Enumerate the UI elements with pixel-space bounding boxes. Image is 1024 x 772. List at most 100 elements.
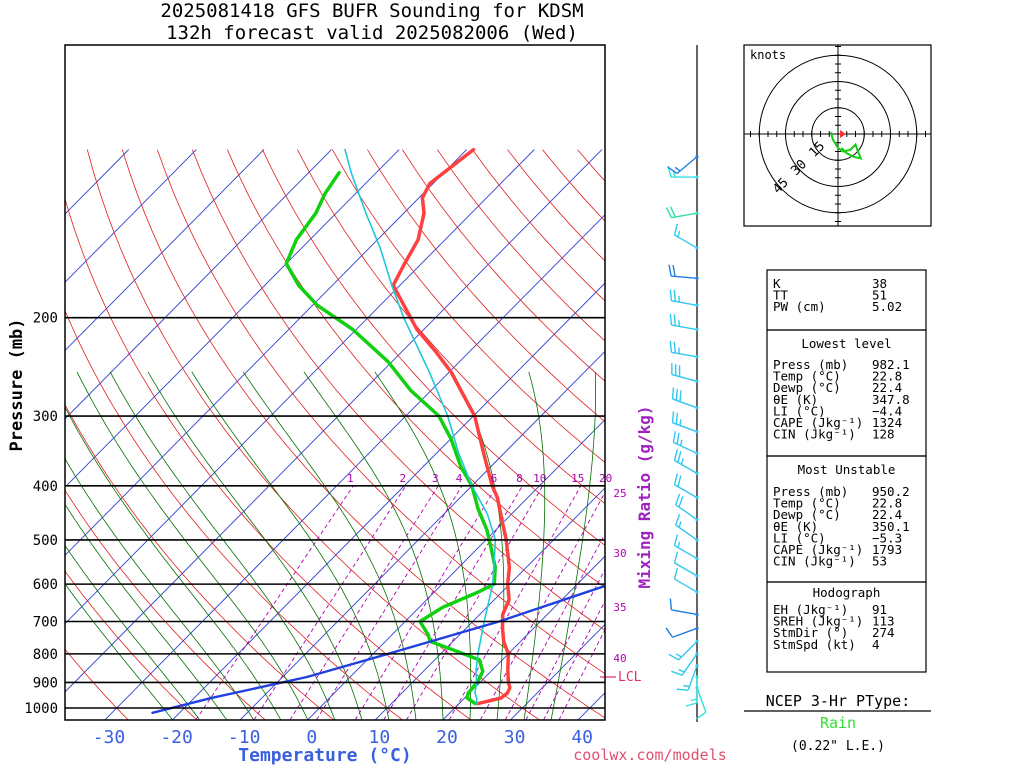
wind-barb-feather — [674, 552, 677, 563]
dry-adiabat-line — [157, 150, 676, 720]
wind-barb-feather — [681, 458, 683, 464]
moist-adiabat-line — [0, 372, 200, 720]
dry-adiabat-line — [192, 150, 745, 720]
wind-barb — [674, 568, 698, 594]
wind-barb-dot — [695, 175, 698, 178]
mixing-ratio-tick: 8 — [516, 472, 523, 485]
mixing-ratio-line — [449, 486, 581, 720]
wind-barb — [670, 314, 698, 331]
moist-adiabat-line — [524, 372, 545, 720]
wind-barb-feather — [670, 314, 671, 325]
dry-adiabat-line — [437, 150, 1024, 720]
wind-barb-feather — [683, 686, 689, 687]
wind-barb-shaft — [673, 628, 697, 637]
mixing-ratio-tick: 40 — [613, 652, 626, 665]
index-hodo-label: StmSpd (kt) — [773, 637, 856, 652]
wind-barb-shaft — [674, 579, 697, 592]
dry-adiabat-line — [0, 150, 265, 720]
wind-barb-feather — [674, 224, 677, 235]
wind-barb-dot — [695, 675, 698, 678]
dry-adiabat-line — [472, 150, 1024, 720]
hodograph-title: Hodograph — [813, 585, 881, 600]
index-unstable-label: CIN (Jkg⁻¹) — [773, 554, 856, 569]
wind-barb-feather — [676, 514, 680, 525]
y-axis-label: Pressure (mb) — [7, 318, 27, 451]
dry-adiabat-line — [227, 150, 813, 720]
mixing-ratio-tick: 10 — [533, 472, 546, 485]
wind-barb-feather — [673, 411, 674, 422]
wind-barb-feather — [671, 671, 682, 675]
ptype-title: NCEP 3-Hr PType: — [766, 692, 911, 710]
x-tick-label: -20 — [160, 727, 193, 748]
wind-barb-dot — [695, 304, 698, 307]
moist-adiabat-line — [304, 372, 443, 720]
wind-barb-feather — [681, 440, 682, 446]
ptype-value: Rain — [820, 714, 856, 732]
wind-barb-dot — [695, 652, 698, 655]
wind-barb — [670, 341, 698, 358]
wind-barbs — [666, 155, 706, 719]
mixing-ratio-tick: 1 — [347, 472, 354, 485]
index-unstable-value: 53 — [872, 554, 887, 569]
wind-barb-dot — [695, 355, 698, 358]
y-tick-label: 700 — [33, 615, 58, 631]
mixing-ratio-line — [505, 486, 630, 720]
wind-barb-feather — [674, 474, 677, 485]
y-tick-label: 400 — [33, 479, 58, 495]
wind-barb-dot — [695, 664, 698, 667]
wind-barb-feather — [675, 167, 680, 171]
isotherm-line — [37, 150, 602, 720]
mixing-ratio-line — [290, 486, 438, 720]
mixing-ratio-tick: 4 — [456, 472, 463, 485]
wind-barb — [668, 155, 699, 173]
y-tick-label: 600 — [33, 577, 58, 593]
dewpoint-trace — [286, 173, 495, 704]
wind-barb-feather — [680, 390, 681, 401]
wind-barb-feather — [670, 207, 675, 217]
mixing-ratio-tick: 30 — [613, 547, 626, 560]
lowest-level-title: Lowest level — [801, 336, 891, 351]
wind-barb-shaft — [697, 688, 706, 712]
dry-adiabat-line — [402, 150, 1024, 720]
wind-barb — [670, 289, 698, 306]
isotherm-line — [0, 150, 399, 720]
wind-barb-feather — [673, 265, 675, 276]
wind-barb — [674, 224, 698, 250]
wind-barb-feather — [673, 388, 674, 399]
wind-barb-feather — [676, 413, 677, 424]
moist-adiabat-line — [551, 372, 596, 720]
mixing-ratio-tick: 6 — [491, 472, 498, 485]
credit: coolwx.com/models — [573, 746, 727, 764]
wind-barb-dot — [695, 613, 698, 616]
wind-barb — [674, 552, 698, 578]
wind-barb-feather — [697, 712, 706, 719]
x-tick-label: 20 — [436, 727, 458, 748]
x-tick-label: 30 — [504, 727, 526, 748]
mixing-ratio-label: Mixing Ratio (g/kg) — [635, 405, 654, 588]
wind-barb — [670, 599, 698, 616]
wind-barb-shaft — [671, 610, 697, 615]
most-unstable-title: Most Unstable — [798, 462, 896, 477]
wind-barb-feather — [670, 289, 671, 300]
wind-barb-feather — [670, 341, 671, 352]
y-tick-label: 1000 — [24, 701, 58, 717]
wind-barb-dot — [695, 640, 698, 643]
wind-barb-feather — [678, 451, 681, 462]
wind-barb-feather — [678, 476, 681, 487]
wind-barb — [667, 207, 699, 218]
wind-barb-dot — [695, 557, 698, 560]
skewt-grid — [0, 150, 1024, 720]
mixing-ratio-tick: 15 — [571, 472, 584, 485]
title-line1: 2025081418 GFS BUFR Sounding for KDSM — [160, 0, 583, 22]
isotherm-line — [443, 150, 1008, 720]
mixing-ratio-tick: 3 — [432, 472, 439, 485]
y-tick-label: 500 — [33, 533, 58, 549]
x-tick-label: 40 — [571, 727, 593, 748]
wind-barb-dot — [695, 590, 698, 593]
wind-barb-feather — [686, 703, 697, 706]
wind-barb-feather — [674, 342, 675, 353]
y-tick-label: 300 — [33, 409, 58, 425]
